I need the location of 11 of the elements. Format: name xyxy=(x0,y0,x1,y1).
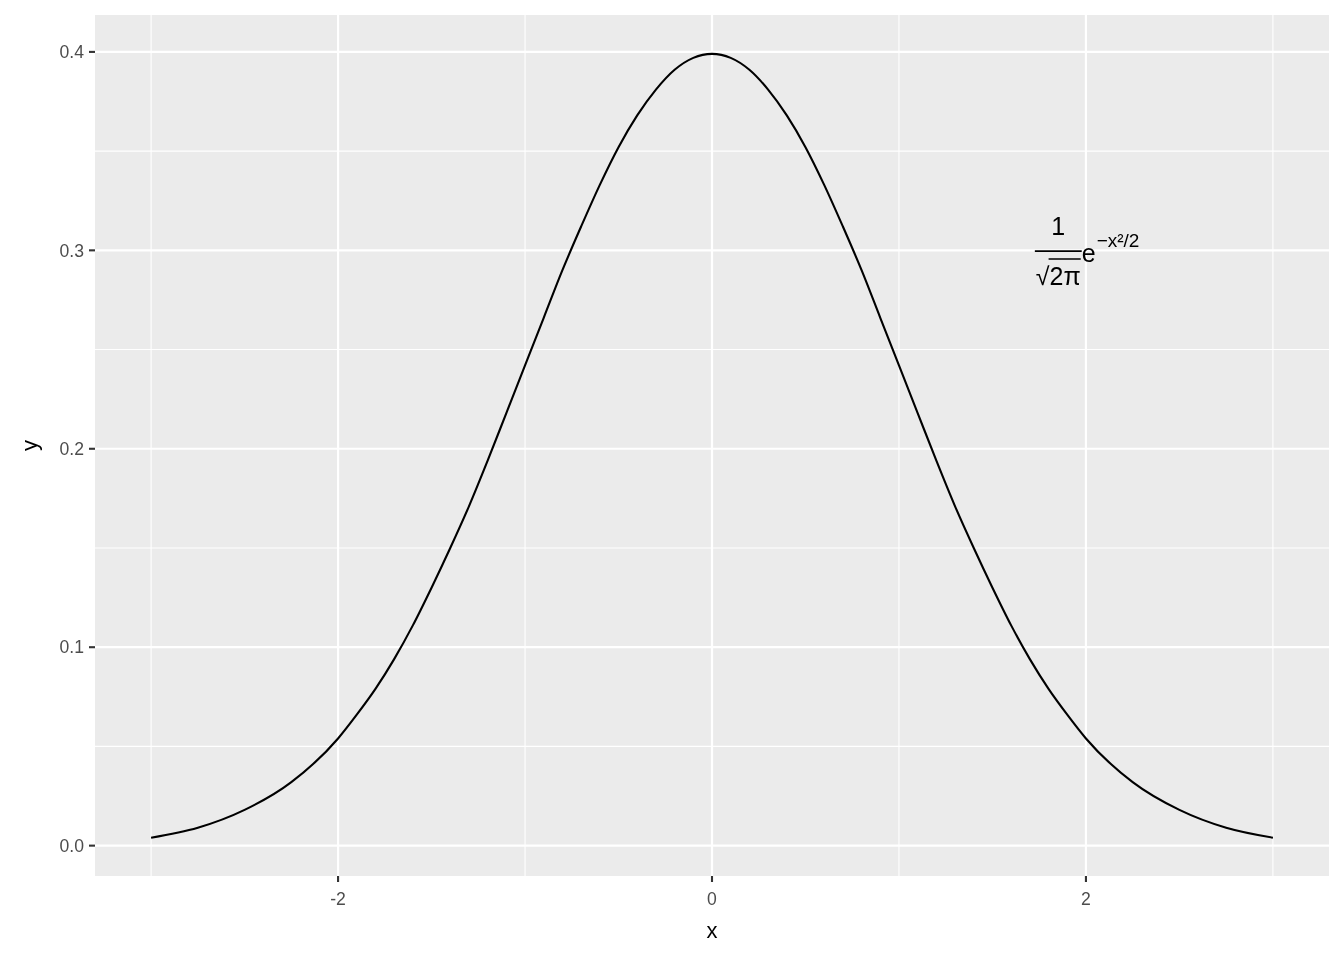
x-tick-label: 2 xyxy=(1081,889,1091,909)
line-series xyxy=(150,52,1274,839)
y-tick-label: 0.4 xyxy=(59,42,85,63)
x-tick-label: -2 xyxy=(330,889,346,909)
x-tick-label: 0 xyxy=(707,889,718,909)
y-tick-label: 0.0 xyxy=(59,835,85,856)
x-axis-title: x xyxy=(706,918,718,943)
y-tick-label: 0.1 xyxy=(59,637,84,658)
y-tick-label: 0.3 xyxy=(59,240,85,261)
y-axis-title: y xyxy=(17,440,42,451)
y-tick-label: 0.2 xyxy=(59,438,84,459)
